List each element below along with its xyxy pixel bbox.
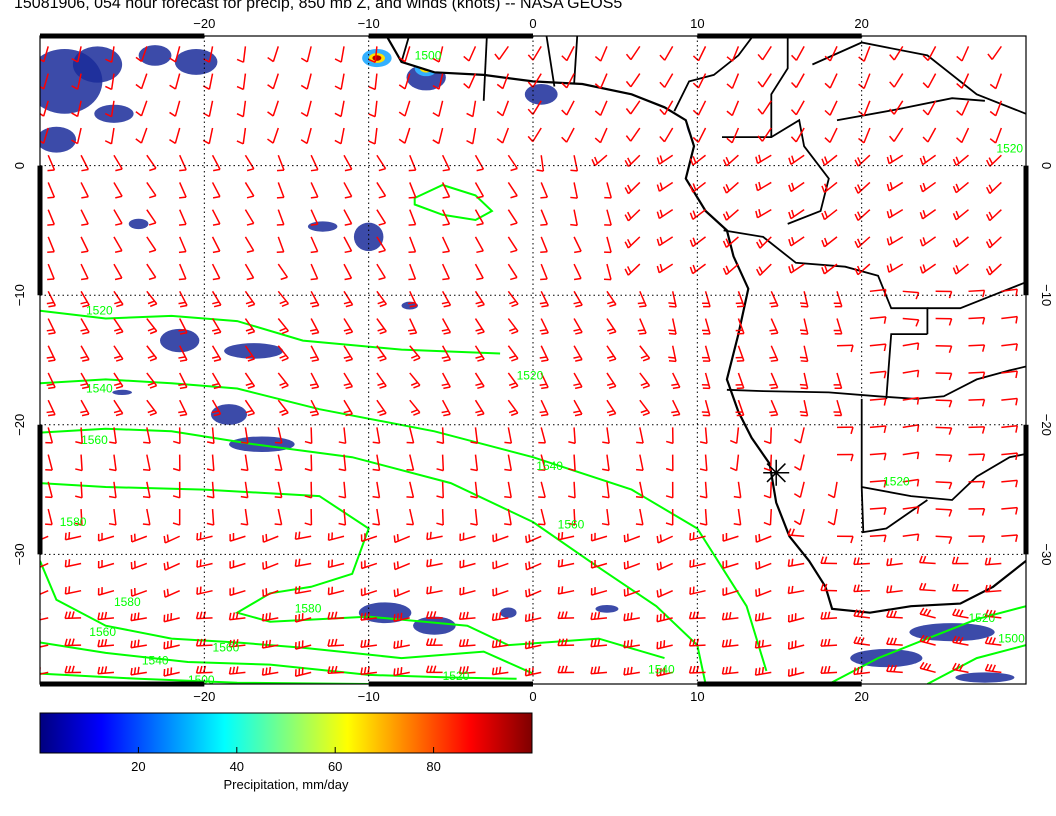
contour-label: 1520	[996, 142, 1023, 156]
contour-label: 1540	[86, 381, 113, 395]
contour-label: 1520	[443, 669, 470, 683]
contour-label: 1560	[558, 517, 585, 531]
lon-tick-label-top: 10	[690, 16, 704, 31]
contour-label: 1540	[536, 459, 563, 473]
lat-tick-label-right: 0	[1039, 162, 1054, 169]
lon-tick-label-bottom: 0	[529, 689, 536, 704]
lat-tick-label-right: −20	[1039, 414, 1054, 436]
location-marker	[763, 459, 790, 486]
contour-label: 1500	[998, 632, 1025, 646]
contour-label: 1500	[415, 48, 442, 62]
contour-label: 1520	[86, 304, 113, 318]
contour-label: 1520	[517, 368, 544, 382]
lon-tick-label-bottom: −10	[358, 689, 380, 704]
colorbar-label: Precipitation, mm/day	[224, 777, 349, 792]
contour-label: 1580	[114, 595, 141, 609]
contour-labels: 1520 1540 1560 1580 1520 1540 1560 1580 1560 1580…	[60, 48, 1025, 687]
contour-label: 1540	[648, 663, 675, 677]
colorbar-tick-label: 60	[328, 759, 342, 774]
colorbar-tick-label: 80	[426, 759, 440, 774]
colorbar: 20 40 60 80 Precipitation, mm/day	[39, 712, 533, 792]
lon-tick-label-top: −10	[358, 16, 380, 31]
colorbar-gradient	[39, 712, 533, 754]
contour-label: 1560	[213, 641, 240, 655]
lon-tick-label-bottom: −20	[193, 689, 215, 704]
lon-tick-label-bottom: 10	[690, 689, 704, 704]
frame-tick-bars	[37, 33, 1029, 687]
lon-tick-label-bottom: 20	[854, 689, 868, 704]
lon-tick-label-top: 20	[854, 16, 868, 31]
contour-label: 1560	[89, 625, 116, 639]
lat-tick-label-right: −10	[1039, 284, 1054, 306]
colorbar-tick-label: 40	[230, 759, 244, 774]
axis-tick-labels: −20 −20 −10 −10 0 0 10 10 20 20 0 0 −10 −10 −20 −20 −30 −…	[12, 16, 1054, 704]
colorbar-tick-label: 20	[131, 759, 145, 774]
asterisk-marker-icon	[766, 463, 786, 483]
lat-tick-label-right: −30	[1039, 543, 1054, 565]
lat-tick-label-left: 0	[12, 162, 27, 169]
wind-barbs	[40, 45, 1019, 677]
lat-tick-label-left: −20	[12, 414, 27, 436]
lat-tick-label-left: −30	[12, 543, 27, 565]
contour-label: 1580	[60, 515, 87, 529]
contour-label: 1560	[81, 433, 108, 447]
lat-tick-label-left: −10	[12, 284, 27, 306]
lon-tick-label-top: 0	[529, 16, 536, 31]
contour-label: 1540	[142, 654, 169, 668]
contour-label: 1520	[883, 475, 910, 489]
grid-lines	[40, 36, 1026, 684]
contour-label: 1580	[295, 602, 322, 616]
contour-label: 1520	[968, 611, 995, 625]
page-title: 15081906, 054 hour forecast for precip, …	[14, 0, 623, 12]
lon-tick-label-top: −20	[193, 16, 215, 31]
colorbar-ticks: 20 40 60 80	[131, 747, 441, 774]
